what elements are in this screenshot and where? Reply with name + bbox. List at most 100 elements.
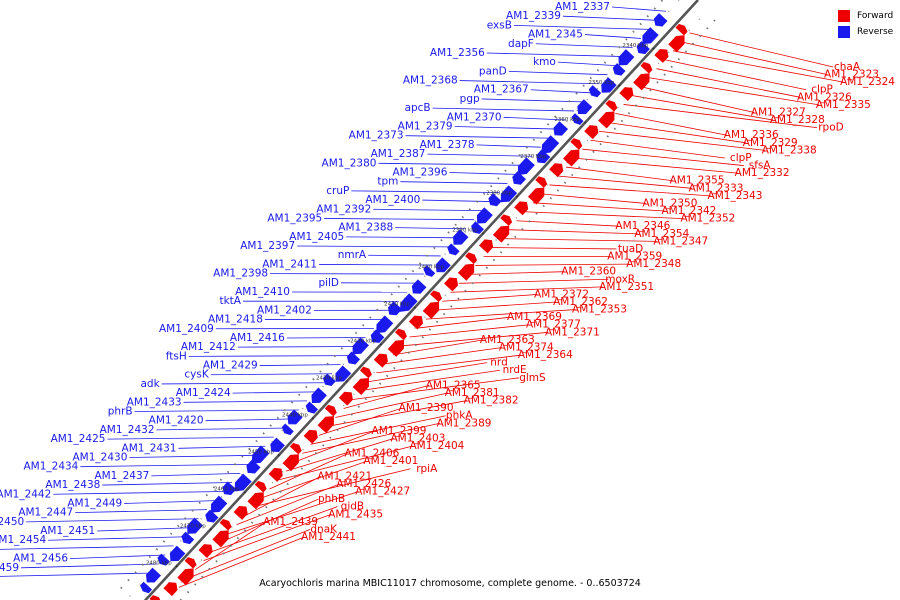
forward-gene-arrow <box>457 263 475 281</box>
forward-gene-arrow <box>289 442 302 455</box>
forward-gene-arrow <box>492 225 510 243</box>
reverse-gene-label: panD <box>479 65 507 77</box>
forward-label-leader <box>343 385 430 409</box>
forward-label-leader <box>318 407 403 436</box>
forward-gene-label: chaA <box>834 61 861 73</box>
forward-label-leader <box>335 392 449 418</box>
kbp-tick-mark <box>175 565 178 568</box>
reverse-label-leader <box>486 52 625 57</box>
reverse-gene-arrow <box>169 545 186 562</box>
forward-label-leader <box>557 175 692 189</box>
forward-gene-label: AM1_2347 <box>653 235 708 247</box>
reverse-gene-arrow <box>140 581 153 594</box>
reverse-gene-label: dapF <box>508 38 534 50</box>
forward-gene-label: AM1_2329 <box>743 137 798 149</box>
reverse-gene-label: AM1_2438 <box>45 479 100 491</box>
reverse-label-leader <box>188 355 349 357</box>
forward-gene-arrow <box>352 378 369 396</box>
chromosome-backbone <box>143 0 699 600</box>
reverse-gene-label: AM1_2450 <box>0 516 24 528</box>
reverse-label-leader <box>297 245 449 248</box>
reverse-gene-label: pgp <box>460 93 480 105</box>
forward-gene-label: AM1_2390 <box>399 402 454 414</box>
reverse-gene-label: AM1_2356 <box>430 47 485 59</box>
forward-label-leader <box>277 445 413 481</box>
forward-label-leader <box>639 86 755 113</box>
forward-gene-label: glmS <box>519 372 546 384</box>
forward-gene-label: AM1_2351 <box>599 281 654 293</box>
forward-gene-label: AM1_2342 <box>661 205 716 217</box>
forward-gene-label: AM1_2371 <box>545 326 600 338</box>
forward-gene-arrow <box>219 519 232 531</box>
reverse-gene-label: AM1_2449 <box>67 497 122 509</box>
kbp-tick-label: 2380 kbp <box>486 191 512 197</box>
reverse-track-dots <box>120 0 665 590</box>
reverse-gene-label: tpm <box>377 176 398 188</box>
forward-gene-label: AM1_2399 <box>372 425 427 437</box>
reverse-gene-label: AM1_2410 <box>235 286 290 298</box>
forward-gene-label: AM1_2439 <box>263 516 318 528</box>
forward-gene-label: AM1_2348 <box>626 258 681 270</box>
forward-label-leader <box>541 193 646 204</box>
forward-label-leader <box>631 95 774 121</box>
reverse-label-leader <box>454 126 558 130</box>
forward-gene-arrow <box>430 290 443 303</box>
forward-gene-arrow <box>500 214 513 226</box>
reverse-gene-label: cysK <box>184 369 209 381</box>
forward-label-leader <box>302 422 440 454</box>
reverse-gene-label: cruP <box>326 185 349 197</box>
reverse-gene-label: tktA <box>219 295 241 307</box>
reverse-gene-label: AM1_2339 <box>506 10 561 22</box>
kbp-tick-mark <box>584 121 587 124</box>
forward-gene-label: AM1_2381 <box>445 387 500 399</box>
forward-gene-arrow <box>527 187 545 205</box>
reverse-gene-label: AM1_2370 <box>447 111 502 123</box>
track-dotted-lines <box>120 0 718 600</box>
reverse-gene-arrow <box>399 293 418 312</box>
kbp-tick-label: 2420 kbp <box>350 339 376 345</box>
reverse-gene-label: pilD <box>318 277 339 289</box>
reverse-gene-arrow <box>653 13 668 27</box>
label-leader-lines <box>0 6 844 588</box>
forward-label-leader <box>450 286 603 293</box>
kbp-tick-label: 2460 kbp <box>214 487 240 493</box>
backbone-line <box>143 0 699 600</box>
kbp-tick-mark <box>618 84 621 87</box>
forward-gene-label: tuaD <box>618 243 643 255</box>
forward-label-leader <box>178 536 305 588</box>
forward-label-leader <box>590 139 725 159</box>
forward-gene-arrow <box>443 277 459 292</box>
forward-track-dots <box>179 16 718 600</box>
forward-label-leader <box>244 476 321 517</box>
kbp-tick-mark <box>243 491 246 494</box>
forward-label-leader <box>565 166 673 182</box>
reverse-gene-arrow <box>181 531 195 545</box>
forward-gene-arrow <box>163 582 178 597</box>
forward-label-leader <box>401 331 549 347</box>
forward-label-leader <box>384 347 503 365</box>
reverse-label-leader <box>75 509 207 514</box>
reverse-label-leader <box>395 227 466 230</box>
reverse-gene-label: AM1_2433 <box>127 396 182 408</box>
reverse-label-leader <box>427 153 533 157</box>
forward-gene-arrow <box>668 35 685 53</box>
reverse-label-leader <box>513 24 650 30</box>
forward-label-leader <box>417 316 511 329</box>
forward-gene-label: AM1_2353 <box>572 304 627 316</box>
forward-label-leader <box>607 121 747 144</box>
reverse-label-leader <box>161 382 324 385</box>
forward-gene-arrow <box>479 239 494 254</box>
forward-gene-label: phhB <box>318 493 345 505</box>
kbp-tick-label: 2440 kbp <box>282 413 308 419</box>
kbp-tick-label: 2470 kbp <box>180 523 206 529</box>
kbp-tick-mark <box>652 47 655 50</box>
kbp-tick-label: 2360 kbp <box>554 117 580 123</box>
kbp-tick-mark <box>413 306 416 309</box>
reverse-gene-arrow <box>322 373 336 386</box>
reverse-gene-arrow <box>571 113 584 125</box>
forward-gene-arrow <box>303 429 318 444</box>
forward-gene-label: AM1_2360 <box>561 266 616 278</box>
forward-gene-label: AM1_2406 <box>344 448 399 460</box>
legend-forward-label: Forward <box>857 11 894 21</box>
